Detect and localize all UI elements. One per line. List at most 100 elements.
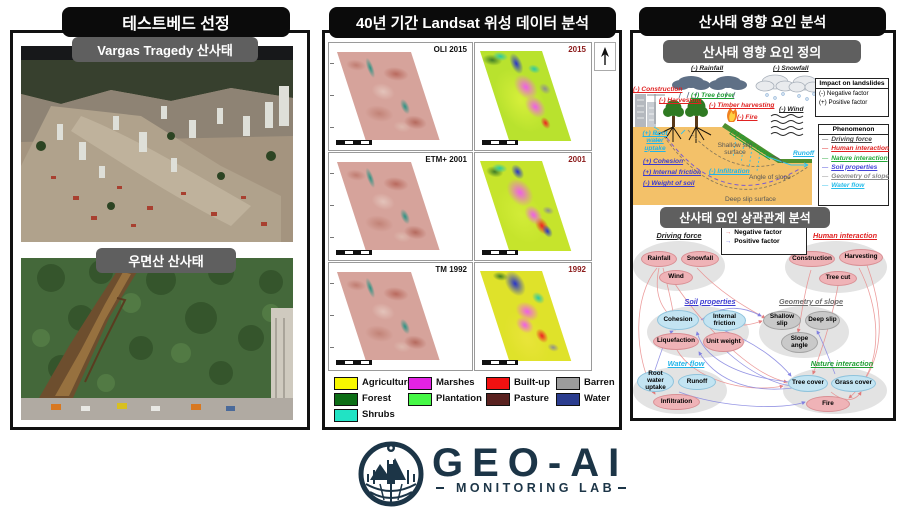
legend-label: Pasture bbox=[514, 393, 549, 404]
legend-swatch bbox=[334, 393, 358, 406]
map-cls-2001-label: 2001 bbox=[568, 155, 586, 164]
scale-bar bbox=[336, 140, 372, 145]
node-cohesion: Cohesion bbox=[657, 310, 699, 330]
landsat-scene bbox=[337, 52, 440, 140]
map-cls-2015: 2015 bbox=[474, 42, 592, 151]
map-raw-2015: OLI 2015 bbox=[328, 42, 473, 151]
map-cls-2001: 2001 bbox=[474, 152, 592, 261]
vargas-photo-label: Vargas Tragedy 산사태 bbox=[72, 37, 258, 62]
timber-harvesting-label: (-) Timber harvesting bbox=[709, 102, 775, 109]
class-legend: Agriculture Marshes Built-up Barren Fore… bbox=[328, 373, 616, 422]
factor-def-subtitle: 산사태 영향 요인 정의 bbox=[663, 40, 861, 63]
root-uptake-arrows bbox=[653, 126, 686, 142]
legend-label: Forest bbox=[362, 393, 392, 404]
vargas-photo-art bbox=[21, 46, 293, 242]
phenomenon-item: Soil properties bbox=[831, 163, 878, 171]
shallow-slip-label: Shallow slip surface bbox=[717, 142, 753, 157]
correlation-subtitle: 산사태 요인 상관관계 분석 bbox=[660, 207, 830, 228]
impact-legend-box: Impact on landslides (-) Negative factor… bbox=[815, 78, 889, 117]
tree-icon bbox=[663, 98, 708, 127]
umyeonsan-photo-art bbox=[21, 258, 293, 420]
impact-negative-row: (-) Negative factor bbox=[819, 90, 869, 97]
factor-panel-title: 산사태 영향 요인 분석 bbox=[639, 7, 886, 36]
north-arrow-icon bbox=[601, 47, 609, 65]
deep-slip-label: Deep slip surface bbox=[725, 196, 776, 203]
scale-bar bbox=[336, 360, 372, 365]
legend-dash: — bbox=[822, 173, 829, 181]
landsat-scene bbox=[337, 272, 440, 360]
legend-swatch bbox=[408, 393, 432, 406]
geoai-logo-icon bbox=[354, 436, 428, 510]
legend-dash: — bbox=[822, 154, 829, 162]
group-title-human-interaction: Human interaction bbox=[812, 231, 878, 240]
legend-swatch bbox=[556, 393, 580, 406]
node-slope-angle: Slope angle bbox=[781, 332, 818, 353]
snowfall-label: (-) Snowfall bbox=[773, 65, 809, 72]
tree-roots-icon bbox=[658, 126, 712, 143]
node-rainfall: Rainfall bbox=[641, 251, 677, 267]
legend-dash: — bbox=[822, 163, 829, 171]
legend-swatch bbox=[486, 393, 510, 406]
phenomenon-item: Driving force bbox=[831, 136, 872, 143]
wind-label: (-) Wind bbox=[779, 106, 804, 113]
map-raw-1992-label: TM 1992 bbox=[435, 265, 467, 274]
runoff-label: Runoff bbox=[793, 150, 815, 157]
phenomenon-item: Water flow bbox=[831, 182, 865, 190]
construction-building-icon bbox=[635, 94, 665, 127]
node-grass-cover: Grass cover bbox=[831, 375, 876, 392]
north-arrow-box bbox=[594, 42, 616, 71]
geoai-tagline: MONITORING LAB bbox=[456, 481, 616, 495]
legend-label: Plantation bbox=[436, 393, 482, 404]
snow-cloud-icon bbox=[755, 74, 822, 93]
map-raw-2001: ETM+ 2001 bbox=[328, 152, 473, 261]
legend-label: Water bbox=[584, 393, 611, 404]
angle-of-slope-label: Angle of slope bbox=[749, 174, 791, 181]
legend-swatch bbox=[334, 409, 358, 422]
node-construction: Construction bbox=[789, 251, 835, 267]
legend-dash: — bbox=[822, 145, 829, 153]
umyeonsan-landslide-photo bbox=[21, 258, 293, 420]
legend-dash: — bbox=[822, 182, 829, 190]
legend-label: Marshes bbox=[436, 377, 475, 388]
definition-diagram-art bbox=[633, 74, 822, 205]
legend-dash: — bbox=[822, 136, 829, 144]
landsat-panel-title: 40년 기간 Landsat 위성 데이터 분석 bbox=[329, 7, 616, 38]
rainfall-label: (-) Rainfall bbox=[691, 65, 724, 72]
node-runoff: Runoff bbox=[678, 374, 716, 390]
node-wind: Wind bbox=[659, 270, 693, 285]
fire-icon bbox=[727, 107, 738, 122]
vargas-landslide-photo bbox=[21, 46, 293, 242]
phenomenon-item: Nature interaction bbox=[831, 154, 888, 162]
construction-label: (-) Construction bbox=[633, 86, 683, 93]
node-root-water-uptake: Root water uptake bbox=[637, 371, 674, 392]
classified-scene bbox=[480, 161, 572, 251]
node-shallow-slip: Shallow slip bbox=[763, 311, 801, 330]
tagline-dash-left bbox=[436, 487, 444, 489]
legend-swatch bbox=[556, 377, 580, 390]
map-raw-1992: TM 1992 bbox=[328, 262, 473, 371]
cohesion-label: (+) Cohesion bbox=[643, 158, 684, 165]
scale-bar bbox=[336, 250, 372, 255]
group-title-water-flow: Water flow bbox=[667, 359, 705, 368]
legend-swatch bbox=[408, 377, 432, 390]
node-fire: Fire bbox=[806, 396, 850, 412]
phenomenon-item: Geometry of slope bbox=[831, 173, 890, 180]
group-title-soil-properties: Soil properties bbox=[684, 297, 736, 306]
phenomenon-item: Human interaction bbox=[831, 145, 890, 153]
legend-label: Built-up bbox=[514, 377, 550, 388]
umyeonsan-photo-label: 우면산 산사태 bbox=[96, 248, 236, 273]
scale-bar bbox=[482, 360, 518, 365]
edge-legend-negative: Negative factor bbox=[734, 229, 782, 236]
positive-arrow-icon: → bbox=[725, 238, 732, 245]
correlation-network: → Negative factor → Positive factor Driv… bbox=[633, 226, 887, 414]
edge-legend-positive: Positive factor bbox=[734, 238, 780, 245]
group-title-geometry-of-slope: Geometry of slope bbox=[778, 297, 844, 306]
node-unit-weight: Unit weight bbox=[703, 332, 744, 352]
scale-bar bbox=[482, 250, 518, 255]
testbed-panel-title: 테스트베드 선정 bbox=[62, 7, 290, 37]
node-tree-cover: Tree cover bbox=[788, 375, 828, 392]
scale-bar bbox=[482, 140, 518, 145]
map-raw-2001-label: ETM+ 2001 bbox=[425, 155, 467, 164]
node-snowfall: Snowfall bbox=[681, 251, 719, 267]
